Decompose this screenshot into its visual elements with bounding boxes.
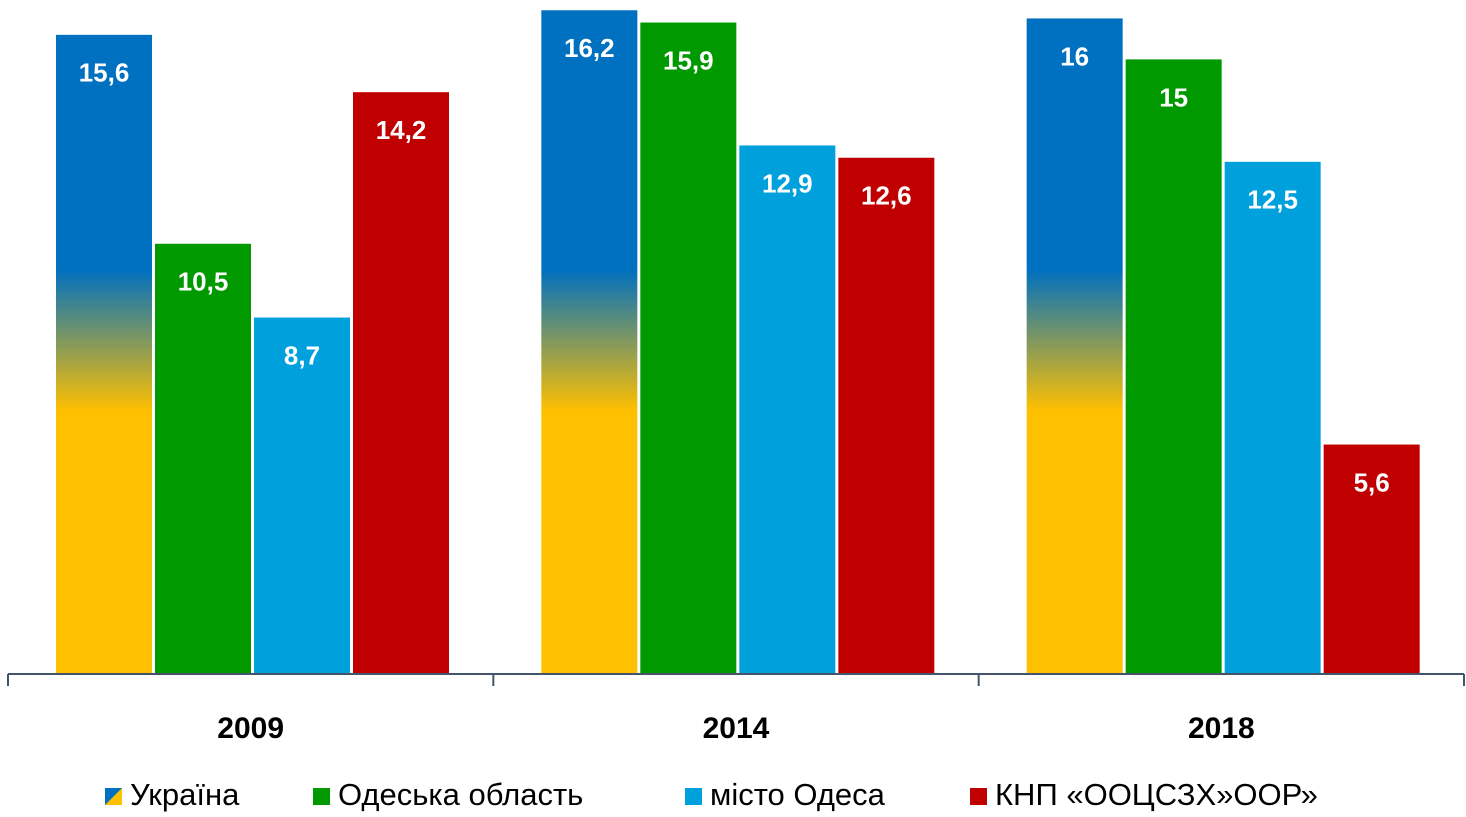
value-label: 15,6 (79, 58, 130, 88)
value-label: 12,9 (762, 168, 813, 198)
bar (739, 145, 836, 674)
bar (1224, 161, 1321, 675)
bar (838, 157, 935, 674)
x-tick-label: 2014 (703, 712, 770, 745)
value-label: 16,2 (564, 33, 615, 63)
bar (353, 92, 449, 674)
value-label: 12,5 (1247, 185, 1298, 215)
legend-swatch (313, 788, 330, 805)
value-label: 15 (1159, 82, 1188, 112)
legend-label: місто Одеса (710, 777, 886, 812)
bar (155, 243, 251, 674)
value-label: 16 (1060, 41, 1089, 71)
bar (541, 10, 638, 674)
legend-label: Одеська область (338, 777, 583, 812)
value-label: 8,7 (284, 340, 320, 370)
value-label: 15,9 (663, 45, 714, 75)
value-label: 5,6 (1354, 467, 1390, 497)
bar (640, 22, 737, 674)
value-label: 10,5 (178, 267, 229, 297)
legend-swatch-accent (105, 788, 122, 805)
legend-label: КНП «ООЦСЗХ»ООР» (995, 777, 1318, 812)
legend-swatch (685, 788, 702, 805)
x-tick-label: 2009 (217, 712, 284, 745)
value-label: 12,6 (861, 181, 912, 211)
bar (56, 34, 152, 675)
bar (1026, 18, 1123, 675)
bar (1323, 444, 1420, 674)
value-label: 14,2 (376, 115, 427, 145)
legend-swatch (970, 788, 987, 805)
legend-label: Україна (130, 777, 240, 812)
x-tick-label: 2018 (1188, 712, 1255, 745)
bar (254, 317, 350, 674)
bar (1125, 59, 1222, 674)
